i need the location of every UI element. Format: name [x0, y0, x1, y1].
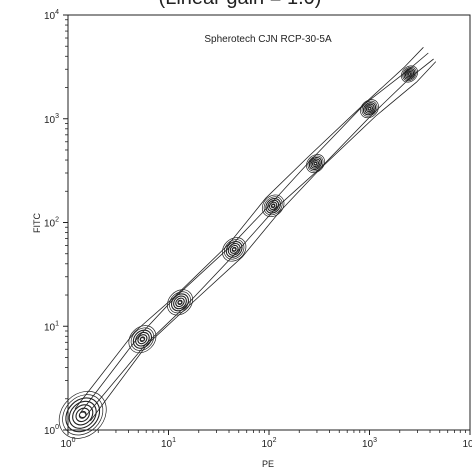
x-tick-label: 104 — [462, 437, 472, 450]
cluster-core — [140, 337, 145, 342]
contour-ring — [170, 293, 189, 312]
contour-ring — [365, 105, 374, 113]
contour-ribbon-line — [74, 47, 424, 410]
y-tick-label: 103 — [44, 113, 59, 126]
contour-ring — [311, 159, 320, 168]
contour-ring — [225, 240, 243, 258]
contour-ring — [364, 103, 375, 114]
y-tick-label: 102 — [44, 217, 59, 230]
y-axis-label: FITC — [32, 213, 42, 233]
legend-entry: Spherotech CJN RCP-30-5A — [204, 34, 332, 45]
contour-ring — [307, 155, 324, 172]
x-tick-label: 100 — [60, 437, 75, 450]
contour-ring — [224, 239, 245, 260]
contour-ring — [72, 404, 94, 426]
contour-ribbon-line — [84, 58, 434, 417]
contour-ring — [268, 201, 278, 210]
contour-ring — [173, 295, 187, 310]
cluster-marker — [400, 65, 418, 83]
cluster-core — [79, 411, 87, 418]
contour-ring — [263, 196, 283, 216]
cluster-core — [407, 72, 411, 76]
contour-ring — [306, 154, 325, 173]
cluster-marker — [58, 390, 107, 439]
contour-ring — [68, 400, 97, 429]
cluster-ribbon — [74, 47, 437, 422]
contour-ring — [132, 329, 153, 349]
contour-ring — [65, 397, 101, 433]
contour-ring — [130, 327, 155, 351]
contour-ring — [404, 69, 415, 79]
contour-ring — [222, 237, 247, 262]
contour-ribbon-line — [90, 61, 437, 422]
cluster-marker — [306, 154, 325, 173]
contour-ring — [227, 242, 241, 256]
page-header-text: (Linear gain = 1.0) — [159, 0, 322, 9]
contour-ring — [75, 407, 90, 423]
cluster-marker — [128, 325, 157, 354]
x-tick-label: 101 — [161, 437, 176, 450]
x-tick-label: 102 — [261, 437, 276, 450]
y-tick-label: 101 — [44, 320, 59, 333]
cluster-marker — [360, 99, 379, 119]
cluster-marker — [166, 289, 194, 316]
contour-ring — [308, 156, 323, 171]
contour-ring — [310, 158, 321, 169]
contour-ring — [402, 66, 417, 82]
contour-ring — [403, 68, 416, 80]
contour-ring — [265, 198, 281, 214]
contour-ring — [406, 70, 413, 78]
contour-ring — [62, 394, 104, 436]
cluster-core — [313, 162, 318, 165]
contour-ribbon-line — [79, 52, 429, 414]
data-clusters — [58, 65, 418, 439]
contour-ring — [362, 102, 377, 116]
contour-ring — [229, 244, 239, 254]
contour-ring — [135, 331, 150, 347]
contour-ring — [361, 100, 378, 117]
x-axis-label: PE — [262, 459, 274, 469]
cluster-core — [232, 247, 237, 252]
contour-ring — [169, 291, 191, 314]
cluster-marker — [222, 237, 247, 262]
cluster-marker — [261, 194, 285, 218]
contour-ring — [261, 194, 285, 218]
y-tick-label: 100 — [44, 424, 59, 437]
contour-ring — [360, 99, 379, 119]
contour-ring — [175, 297, 185, 308]
x-tick-label: 103 — [362, 437, 377, 450]
axis-ticks: 100 101 102 103 104 100 101 102 103 104 — [44, 9, 472, 450]
y-tick-label: 104 — [44, 9, 59, 22]
cluster-core — [177, 300, 183, 305]
contour-ring — [267, 199, 280, 212]
contour-ring — [128, 325, 157, 354]
contour-ring — [58, 390, 107, 439]
contour-ring — [166, 289, 194, 316]
contour-ring — [400, 65, 418, 83]
contour-ring — [137, 334, 148, 345]
cluster-core — [367, 107, 372, 111]
cluster-core — [271, 204, 275, 208]
